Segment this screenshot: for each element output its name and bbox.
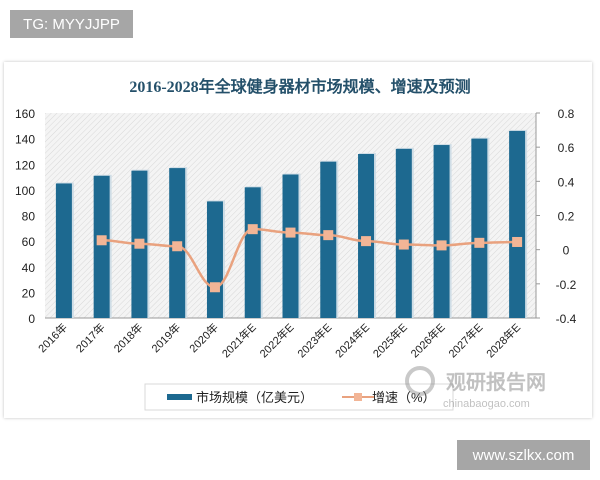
legend-line-label: 增速（%） <box>372 390 436 405</box>
y-right-tick-label: -0.4 <box>556 312 577 326</box>
bar <box>471 138 488 318</box>
growth-marker <box>209 282 220 293</box>
bar <box>55 183 72 318</box>
y-left-tick-label: 140 <box>15 133 35 147</box>
bar <box>509 130 526 318</box>
y-right-tick-label: 0 <box>563 244 570 258</box>
x-tick-label: 2024年E <box>332 320 372 360</box>
x-tick-label: 2023年E <box>294 320 334 360</box>
growth-marker <box>361 236 372 247</box>
y-left-tick-label: 160 <box>15 107 35 121</box>
x-tick-label: 2020年 <box>186 320 221 355</box>
y-left-tick-label: 80 <box>22 210 36 224</box>
y-left-tick-label: 60 <box>22 235 36 249</box>
x-tick-label: 2028年E <box>483 320 523 360</box>
legend: 市场规模（亿美元） 增速（%） <box>144 383 454 411</box>
x-tick-label: 2019年 <box>148 320 183 355</box>
tg-badge: TG: MYYJJPP <box>10 10 133 38</box>
growth-marker <box>96 235 107 246</box>
bar <box>244 187 261 318</box>
x-tick-label: 2025年E <box>370 320 410 360</box>
y-left-tick-label: 0 <box>28 312 35 326</box>
x-tick-label: 2026年E <box>408 320 448 360</box>
legend-bar-swatch <box>167 394 192 400</box>
growth-marker <box>436 240 447 251</box>
chart-title: 2016-2028年全球健身器材市场规模、增速及预测 <box>129 77 470 96</box>
legend-bar-label: 市场规模（亿美元） <box>196 390 313 405</box>
bar <box>358 154 375 318</box>
y-left-tick-label: 40 <box>22 261 36 275</box>
site-badge: www.szlkx.com <box>457 440 590 470</box>
growth-marker <box>247 224 258 235</box>
y-left-tick-label: 120 <box>15 158 35 172</box>
watermark: 观研报告网 chinabaogao.com <box>405 366 546 410</box>
growth-marker <box>512 236 523 247</box>
legend-line-marker <box>354 393 362 401</box>
bar <box>93 175 110 318</box>
x-tick-label: 2016年 <box>35 320 70 355</box>
y-right-tick-label: 0.6 <box>558 141 575 155</box>
x-tick-label: 2018年 <box>111 320 146 355</box>
growth-marker <box>323 230 334 241</box>
y-right-tick-label: 0.8 <box>558 107 575 121</box>
y-left-tick-label: 100 <box>15 184 35 198</box>
x-tick-label: 2017年 <box>73 320 108 355</box>
bar <box>282 174 299 318</box>
growth-marker <box>474 237 485 248</box>
x-tick-label: 2021年E <box>219 320 259 360</box>
growth-marker <box>398 239 409 250</box>
x-tick-label: 2022年E <box>256 320 296 360</box>
y-left-tick-label: 20 <box>22 286 36 300</box>
bar <box>433 145 450 318</box>
bar <box>206 201 223 318</box>
watermark-en: chinabaogao.com <box>443 398 530 410</box>
y-right-tick-label: -0.2 <box>556 278 577 292</box>
growth-marker <box>172 241 183 252</box>
y-right-tick-label: 0.2 <box>558 210 575 224</box>
growth-marker <box>134 238 145 249</box>
growth-marker <box>285 227 296 238</box>
bar <box>395 148 412 318</box>
x-tick-label: 2027年E <box>445 320 485 360</box>
y-right-tick-label: 0.4 <box>558 175 575 189</box>
watermark-cn: 观研报告网 <box>446 370 546 394</box>
